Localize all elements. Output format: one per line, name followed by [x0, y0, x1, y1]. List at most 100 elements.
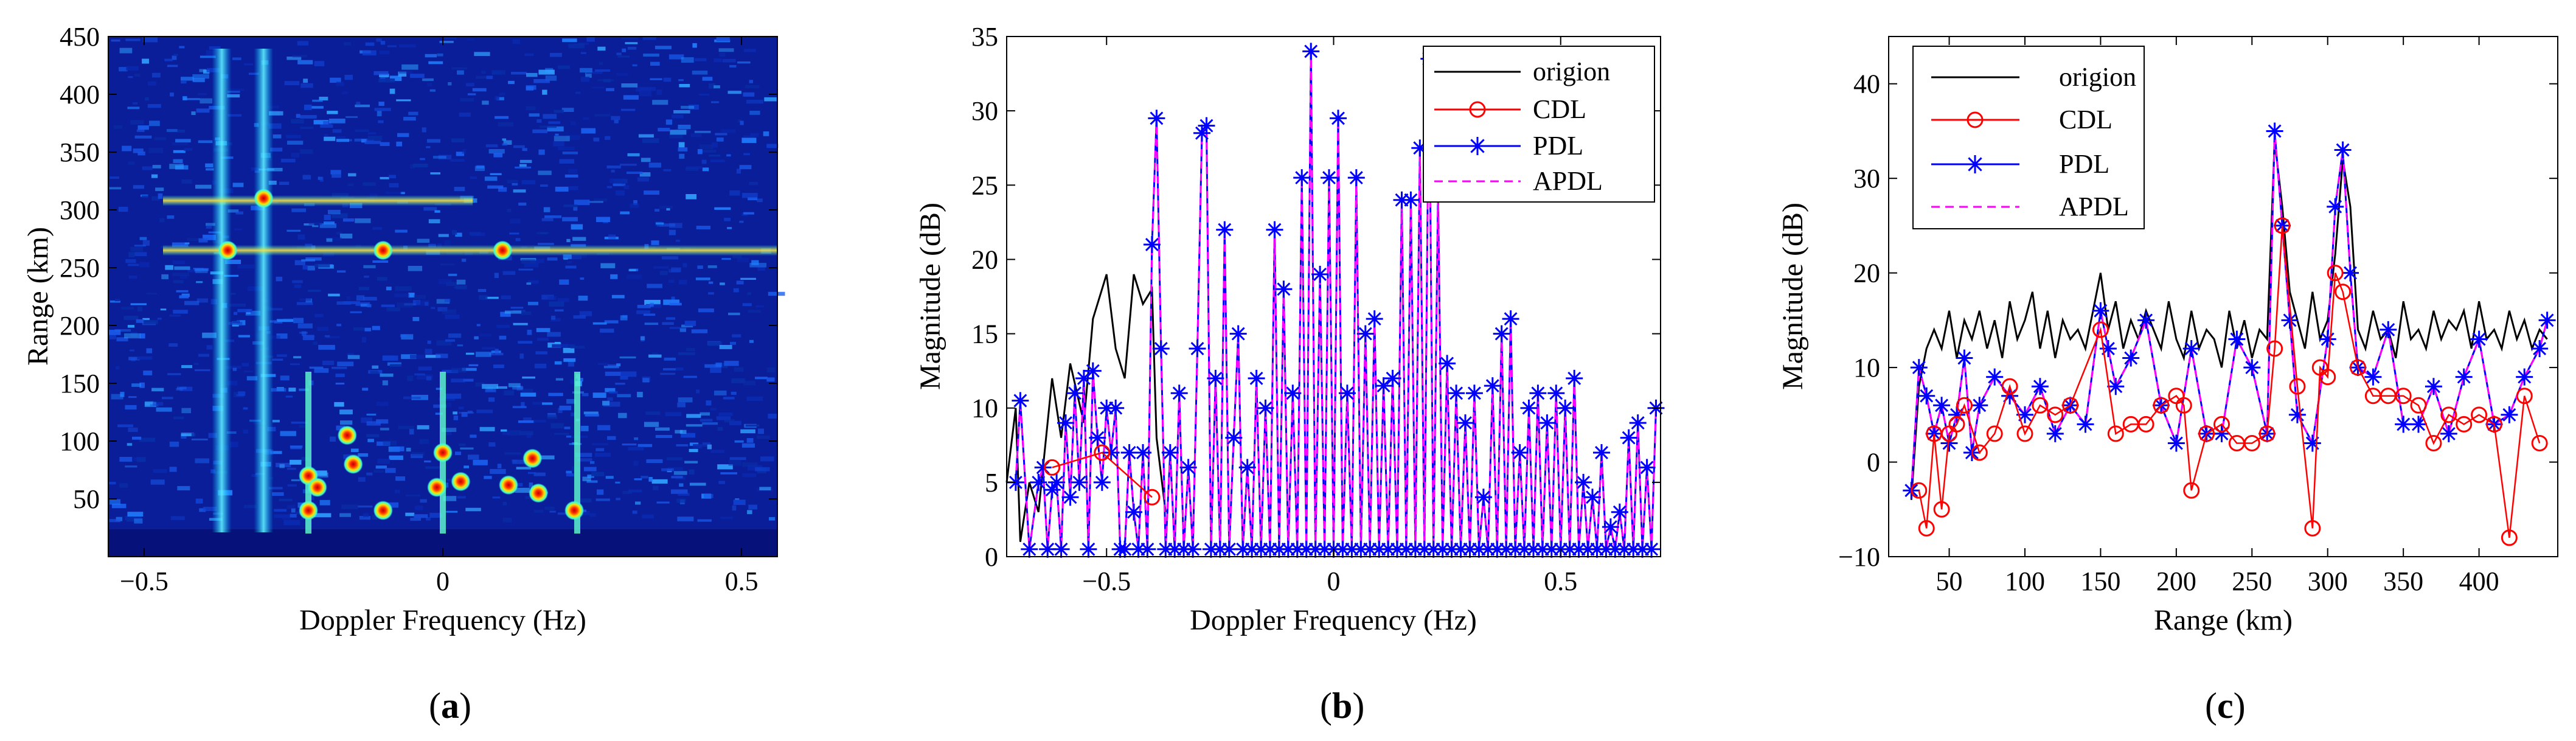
noise-speck — [620, 164, 637, 166]
noise-speck — [325, 237, 342, 241]
x-tick-label: 100 — [2005, 566, 2045, 596]
noise-speck — [116, 337, 128, 342]
noise-speck — [316, 472, 328, 478]
noise-speck — [523, 417, 532, 422]
noise-speck — [181, 81, 187, 84]
noise-speck — [313, 341, 318, 345]
noise-speck — [314, 263, 330, 268]
noise-speck — [664, 357, 676, 361]
noise-speck — [568, 361, 574, 367]
noise-speck — [401, 64, 418, 70]
noise-speck — [538, 243, 554, 245]
pdl-marker — [2410, 416, 2427, 433]
noise-speck — [445, 339, 456, 342]
noise-speck — [172, 273, 189, 277]
noise-speck — [336, 270, 346, 273]
pdl-marker — [1321, 169, 1338, 187]
noise-speck — [757, 198, 763, 203]
noise-speck — [406, 494, 421, 497]
y-axis-ticks: −10 0 10 20 30 40 — [1838, 69, 2558, 572]
noise-speck — [398, 426, 414, 430]
noise-speck — [571, 412, 576, 417]
pdl-marker — [1193, 124, 1210, 142]
pdl-marker — [1415, 540, 1433, 558]
cdl-marker — [1044, 459, 1061, 476]
noise-speck — [590, 461, 595, 464]
noise-speck — [114, 329, 131, 332]
cdl-marker — [2047, 406, 2064, 423]
noise-speck — [142, 318, 150, 321]
noise-speck — [339, 513, 351, 517]
noise-speck — [272, 420, 280, 423]
noise-speck — [499, 335, 507, 340]
noise-speck — [347, 355, 360, 360]
noise-speck — [291, 119, 304, 124]
noise-speck — [334, 402, 344, 407]
pdl-marker — [1093, 473, 1111, 491]
noise-speck — [451, 378, 465, 383]
cdl-marker — [2456, 416, 2473, 433]
pdl-marker — [1602, 518, 1619, 536]
noise-speck — [142, 240, 150, 246]
noise-speck — [524, 263, 539, 268]
noise-speck — [206, 223, 215, 226]
pdl-marker — [1940, 434, 1958, 452]
noise-speck — [577, 458, 592, 462]
noise-speck — [563, 204, 578, 207]
noise-speck — [474, 336, 479, 339]
y-tick-label: 0 — [985, 542, 998, 572]
x-tick-label: 250 — [2232, 566, 2272, 596]
noise-speck — [431, 307, 436, 309]
noise-speck — [445, 430, 452, 436]
noise-speck — [769, 517, 776, 521]
noise-speck — [422, 78, 434, 82]
y-tick-label: 25 — [971, 170, 998, 200]
pdl-marker — [2455, 368, 2473, 386]
noise-speck — [678, 493, 690, 496]
noise-speck — [428, 61, 443, 64]
noise-speck — [521, 402, 525, 407]
pdl-marker — [1148, 110, 1165, 127]
noise-speck — [276, 333, 288, 339]
noise-speck — [153, 469, 167, 473]
noise-speck — [109, 335, 116, 339]
noise-speck — [467, 93, 476, 96]
noise-speck — [319, 223, 336, 228]
noise-speck — [470, 434, 477, 438]
pdl-marker — [1139, 540, 1156, 558]
noise-speck — [403, 117, 416, 121]
cdl-marker — [2107, 425, 2124, 442]
noise-speck — [581, 128, 596, 134]
noise-speck — [291, 208, 307, 212]
noise-speck — [547, 126, 564, 132]
noise-speck — [492, 496, 501, 499]
noise-speck — [540, 232, 547, 235]
noise-speck — [495, 349, 499, 354]
noise-speck — [246, 376, 258, 381]
x-tick-label: 0.5 — [1544, 566, 1577, 596]
noise-speck — [502, 432, 510, 435]
pdl-marker — [2303, 434, 2321, 452]
noise-speck — [617, 55, 630, 58]
noise-speck — [666, 208, 670, 210]
noise-speck — [294, 260, 305, 265]
noise-speck — [678, 125, 691, 130]
pdl-marker — [1098, 399, 1116, 417]
noise-speck — [605, 136, 611, 140]
noise-speck — [627, 47, 637, 50]
noise-speck — [130, 120, 144, 125]
noise-speck — [300, 127, 314, 129]
cdl-marker — [2501, 529, 2518, 546]
noise-speck — [722, 58, 736, 63]
noise-speck — [279, 498, 293, 501]
noise-speck — [639, 91, 651, 97]
noise-speck — [159, 218, 165, 223]
noise-speck — [297, 234, 305, 240]
noise-speck — [545, 75, 557, 81]
noise-speck — [668, 229, 676, 235]
noise-speck — [286, 134, 301, 139]
noise-speck — [436, 299, 450, 304]
noise-speck — [387, 362, 401, 366]
pdl-marker — [1257, 399, 1274, 417]
noise-speck — [742, 473, 757, 478]
